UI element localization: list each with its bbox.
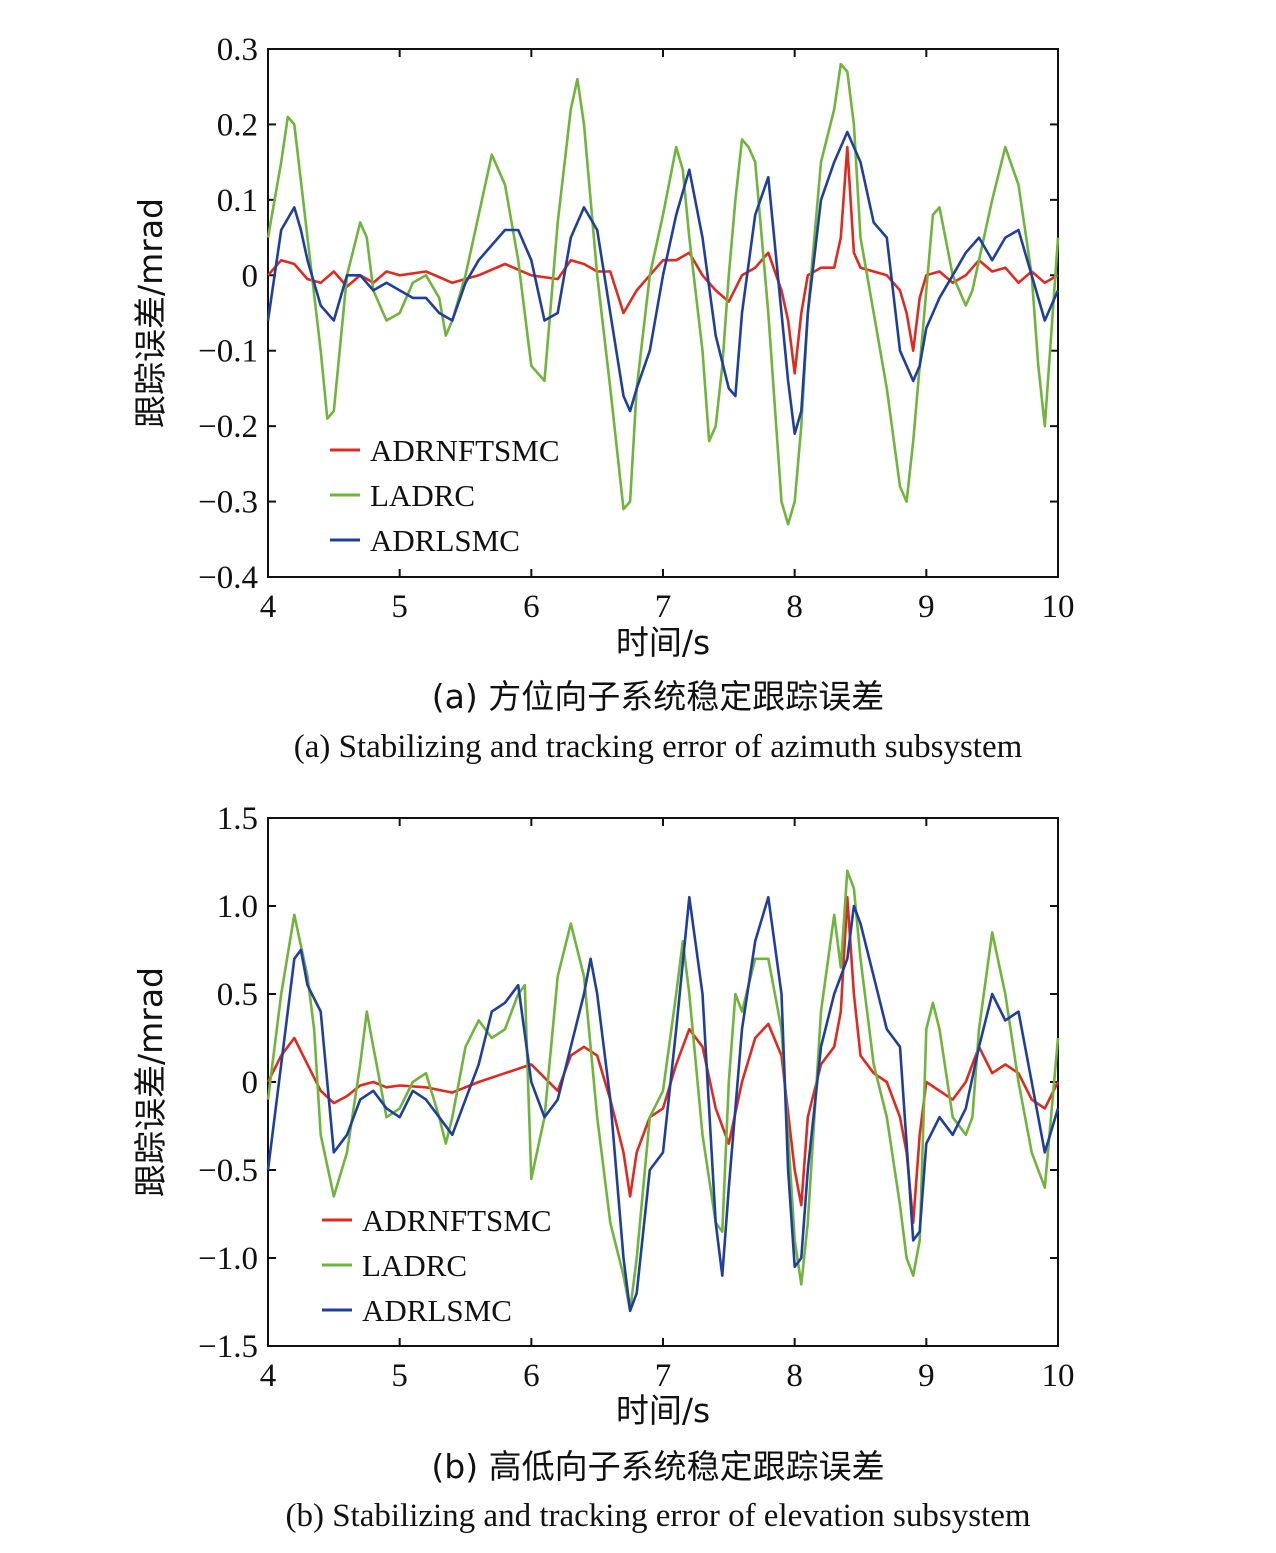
legend-label-adrnftsmc: ADRNFTSMC (362, 1203, 552, 1238)
y-tick-label: −0.4 (198, 560, 258, 596)
caption-zh: (b) 高低向子系统稳定跟踪误差 (431, 1447, 884, 1486)
series-line-adrnftsmc (266, 895, 1060, 1225)
caption-en: (b) Stabilizing and tracking error of el… (285, 1498, 1030, 1534)
x-tick-label: 7 (655, 1358, 672, 1394)
x-axis-label: 时间/s (616, 623, 710, 662)
y-tick-label: −0.2 (198, 409, 258, 445)
caption-zh: (a) 方位向子系统稳定跟踪误差 (432, 677, 884, 716)
x-tick-label: 8 (786, 1358, 803, 1394)
y-tick-label: 0 (242, 1065, 259, 1101)
y-tick-label: −1.5 (198, 1329, 258, 1365)
chart-panel-b: 4 5 6 7 8 9 10 1.5 1.0 0.5 0 −0.5 −1.0 −1.5 ADRNFTSMC L… (131, 801, 1075, 1534)
x-tick-label: 10 (1042, 1358, 1075, 1394)
legend-label-adrlsmc: ADRLSMC (362, 1293, 512, 1328)
series-line-adrlsmc (266, 130, 1060, 436)
y-axis-label: 跟踪误差/mrad (131, 198, 170, 428)
legend-label-adrnftsmc: ADRNFTSMC (370, 433, 560, 468)
x-tick-label: 10 (1042, 589, 1075, 625)
legend-label-ladrc: LADRC (370, 478, 475, 513)
x-tick-label: 8 (786, 589, 803, 625)
y-tick-label: 1.5 (217, 801, 258, 837)
chart-panel-a: 4 5 6 7 8 9 10 0.3 0.2 0.1 0 −0.1 −0.2 −0.3 −0.4 ADRNFT… (131, 32, 1075, 765)
series-line-ladrc (266, 869, 1060, 1313)
x-tick-label: 5 (391, 1358, 408, 1394)
y-axis-label: 跟踪误差/mrad (131, 967, 170, 1197)
x-tick-label: 4 (260, 1358, 277, 1394)
x-tick-label: 7 (655, 589, 672, 625)
y-tick-label: −1.0 (198, 1241, 258, 1277)
legend-label-ladrc: LADRC (362, 1248, 467, 1283)
series-line-ladrc (266, 62, 1060, 526)
y-tick-label: 1.0 (217, 889, 258, 925)
y-tick-label: −0.5 (198, 1153, 258, 1189)
series-line-adrlsmc (266, 895, 1060, 1313)
x-tick-label: 4 (260, 589, 277, 625)
y-tick-label: 0.1 (217, 183, 258, 219)
caption-en: (a) Stabilizing and tracking error of az… (294, 729, 1023, 765)
y-tick-label: 0 (242, 258, 259, 294)
x-tick-label: 6 (523, 1358, 540, 1394)
y-tick-label: 0.5 (217, 977, 258, 1013)
legend-label-adrlsmc: ADRLSMC (370, 523, 520, 558)
y-tick-label: −0.1 (198, 334, 258, 370)
x-tick-label: 9 (918, 1358, 935, 1394)
y-tick-label: 0.3 (217, 32, 258, 68)
y-tick-label: 0.2 (217, 107, 258, 143)
x-tick-label: 6 (523, 589, 540, 625)
y-tick-label: −0.3 (198, 485, 258, 521)
x-tick-label: 9 (918, 589, 935, 625)
x-tick-label: 5 (391, 589, 408, 625)
x-axis-label: 时间/s (616, 1391, 710, 1430)
series-line-adrnftsmc (267, 145, 1059, 375)
